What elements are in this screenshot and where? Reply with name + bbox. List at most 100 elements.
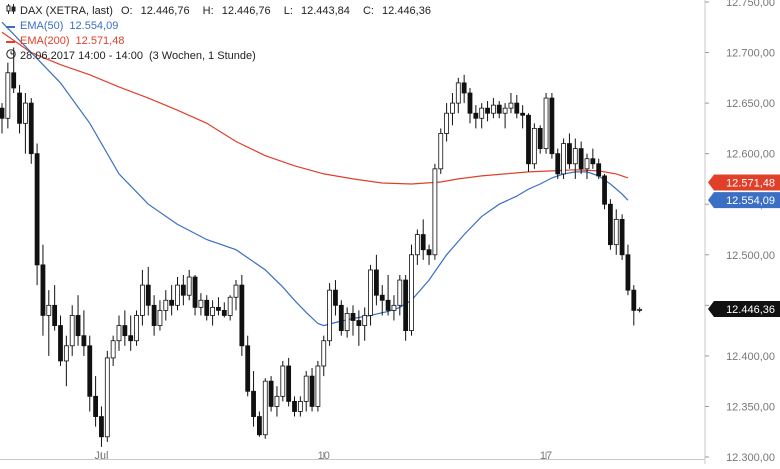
- candle-body: [455, 82, 461, 104]
- price-tag-bg: [708, 174, 780, 191]
- candle-body: [526, 114, 531, 165]
- candle-body: [192, 276, 198, 308]
- candle-body: [467, 92, 473, 114]
- candle-body: [479, 107, 485, 119]
- instrument-title: DAX (XETRA, last): [20, 5, 113, 17]
- candle-body: [75, 315, 81, 337]
- candle-body: [309, 375, 315, 407]
- period-text: 28.06.2017 14:00 - 14:00: [20, 50, 143, 62]
- candle-body: [122, 325, 128, 337]
- legend-period: 28.06.2017 14:00 - 14:00 (3 Wochen, 1 St…: [4, 49, 441, 64]
- candle-body: [134, 315, 139, 342]
- candle-body: [502, 107, 508, 114]
- candle-body: [444, 112, 450, 134]
- candle-body: [5, 72, 11, 119]
- candle-body: [262, 380, 268, 436]
- candle-body: [596, 163, 602, 177]
- candle-body: [625, 254, 631, 291]
- candle-body: [490, 104, 496, 114]
- ema200-swatch: [6, 40, 15, 43]
- candle-body: [450, 102, 455, 114]
- candle-body: [110, 340, 116, 359]
- candle-body: [461, 82, 467, 94]
- x-tick-label: 17: [540, 450, 552, 462]
- price-tag-bg: [708, 192, 780, 209]
- y-tick-label: 12.650,00: [726, 98, 775, 110]
- candle-body: [619, 218, 625, 256]
- ema50-value: 12.554,09: [69, 20, 119, 32]
- candle-body: [333, 289, 338, 306]
- candle-body: [327, 289, 333, 342]
- candle-body: [63, 345, 69, 362]
- candle-body: [362, 315, 368, 326]
- candlestick-icon: [4, 4, 18, 19]
- candle-body: [590, 158, 596, 165]
- legend-ema50[interactable]: EMA(50) 12.554,09: [4, 19, 441, 34]
- price-tag: 12.554,09: [708, 192, 780, 209]
- candle-body: [52, 304, 58, 326]
- candle-body: [175, 284, 180, 306]
- candle-body: [198, 299, 204, 308]
- candle-body: [561, 143, 566, 175]
- legend-ohlc: DAX (XETRA, last) O: 12.446,76 H: 12.446…: [20, 4, 441, 19]
- y-tick-label: 12.700,00: [726, 48, 775, 60]
- candle-body: [297, 400, 303, 412]
- candle-body: [81, 335, 87, 347]
- price-tag: 12.571,48: [708, 174, 780, 191]
- candle-body: [239, 284, 245, 347]
- ema50-line: [1, 21, 629, 327]
- candle-body: [87, 345, 93, 397]
- candle-body: [613, 218, 619, 246]
- candle-body: [520, 112, 526, 116]
- candle-body: [473, 112, 479, 119]
- candle-body: [631, 289, 637, 311]
- range-text: (3 Wochen, 1 Stunde): [148, 50, 256, 62]
- candle-body: [151, 304, 157, 326]
- chart-legend: DAX (XETRA, last) O: 12.446,76 H: 12.446…: [4, 4, 441, 64]
- ema200-line: [1, 31, 629, 185]
- y-tick-label: 12.350,00: [726, 401, 775, 413]
- candle-body: [608, 203, 613, 246]
- y-tick-label: 12.750,00: [726, 0, 775, 9]
- candle-body: [0, 107, 5, 119]
- candle-body: [40, 264, 46, 316]
- candle-body: [414, 234, 420, 256]
- candle-body: [303, 375, 309, 402]
- y-tick-label: 12.300,00: [726, 452, 775, 464]
- price-tag: 12.446,36: [708, 301, 780, 318]
- candle-body: [11, 72, 17, 89]
- candle-body: [221, 309, 227, 316]
- candle-body: [385, 299, 391, 311]
- candle-body: [210, 306, 216, 316]
- candle-body: [344, 313, 350, 332]
- x-tick-label: 10: [318, 450, 330, 462]
- candle-body: [485, 107, 490, 114]
- ohlc-high: H: 12.446,76: [202, 5, 271, 17]
- candle-body: [204, 299, 210, 316]
- legend-ema200[interactable]: EMA(200) 12.571,48: [4, 34, 441, 49]
- candle-body: [99, 416, 104, 438]
- candle-body: [514, 102, 520, 114]
- candle-body: [233, 284, 239, 298]
- candle-body: [227, 296, 233, 316]
- candle-body: [145, 284, 151, 306]
- candle-body: [93, 395, 98, 417]
- candle-body: [508, 102, 514, 109]
- candle-body: [22, 102, 28, 124]
- candle-body: [549, 97, 555, 155]
- price-tag-text: 12.446,36: [726, 304, 775, 316]
- candle-body: [256, 416, 262, 436]
- candle-body: [356, 320, 362, 326]
- ohlc-low: L: 12.443,84: [283, 5, 350, 17]
- ema50-label: EMA(50): [20, 20, 64, 32]
- price-tag-bg: [708, 301, 780, 318]
- candle-body: [139, 284, 145, 316]
- candle-body: [403, 279, 409, 332]
- ohlc-close: C: 12.446,36: [362, 5, 431, 17]
- price-tag-text: 12.571,48: [726, 178, 775, 190]
- candle-body: [350, 313, 356, 321]
- candle-body: [496, 104, 502, 114]
- candle-body: [116, 325, 122, 342]
